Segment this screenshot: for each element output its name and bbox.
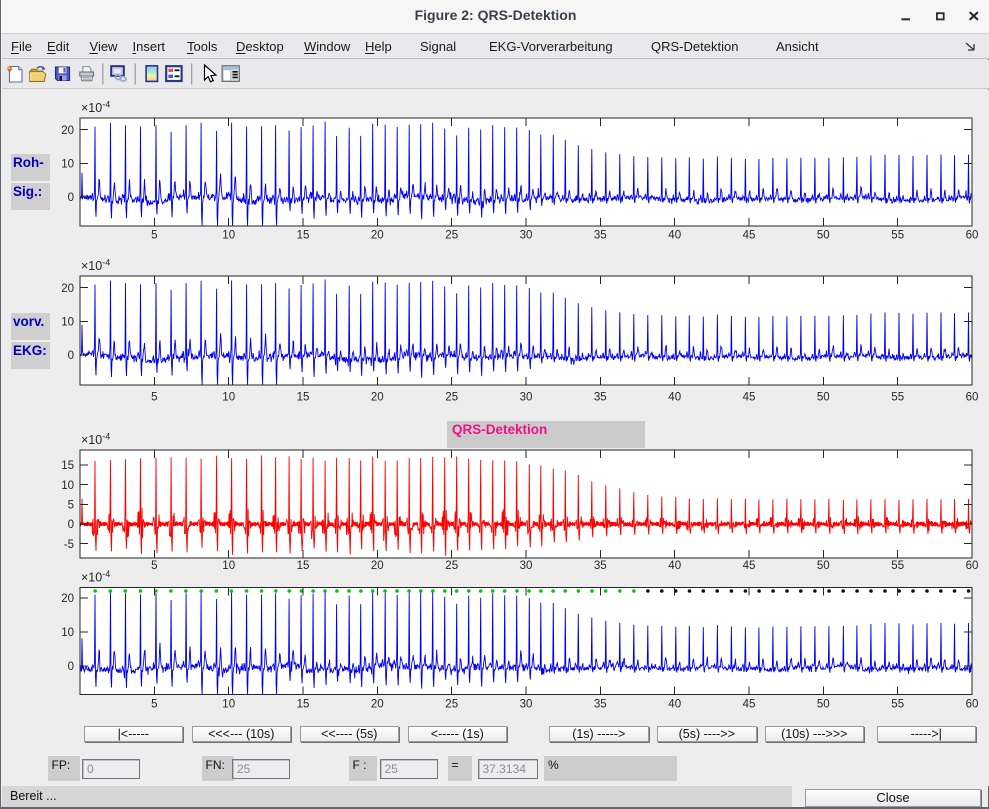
- svg-text:25: 25: [445, 699, 458, 711]
- svg-text:30: 30: [520, 699, 533, 711]
- svg-text:40: 40: [668, 392, 681, 404]
- svg-text:35: 35: [594, 230, 607, 242]
- svg-text:5: 5: [151, 230, 157, 242]
- svg-text:0: 0: [68, 519, 74, 531]
- svg-text:20: 20: [371, 392, 384, 404]
- svg-text:0: 0: [68, 350, 74, 362]
- svg-text:-5: -5: [64, 539, 74, 551]
- svg-text:60: 60: [966, 392, 979, 404]
- svg-text:×10-4: ×10-4: [81, 99, 110, 115]
- svg-text:0: 0: [68, 192, 74, 204]
- svg-text:45: 45: [743, 230, 756, 242]
- svg-text:5: 5: [151, 560, 157, 572]
- svg-text:15: 15: [297, 560, 310, 572]
- svg-text:25: 25: [445, 392, 458, 404]
- svg-text:×10-4: ×10-4: [81, 257, 110, 273]
- svg-text:0: 0: [68, 661, 74, 673]
- svg-text:5: 5: [68, 500, 74, 512]
- svg-text:50: 50: [817, 699, 830, 711]
- svg-text:55: 55: [891, 392, 904, 404]
- svg-text:5: 5: [151, 392, 157, 404]
- svg-text:15: 15: [297, 699, 310, 711]
- svg-text:40: 40: [668, 230, 681, 242]
- svg-text:55: 55: [891, 560, 904, 572]
- svg-text:×10-4: ×10-4: [81, 431, 110, 447]
- svg-text:10: 10: [61, 480, 74, 492]
- svg-text:60: 60: [966, 230, 979, 242]
- svg-text:20: 20: [61, 125, 74, 137]
- svg-text:10: 10: [222, 230, 235, 242]
- svg-text:10: 10: [61, 159, 74, 171]
- svg-text:25: 25: [445, 560, 458, 572]
- svg-text:40: 40: [668, 560, 681, 572]
- svg-text:20: 20: [61, 283, 74, 295]
- svg-text:20: 20: [61, 593, 74, 605]
- svg-text:35: 35: [594, 699, 607, 711]
- svg-text:45: 45: [743, 560, 756, 572]
- svg-text:10: 10: [61, 317, 74, 329]
- svg-text:35: 35: [594, 560, 607, 572]
- svg-text:15: 15: [297, 230, 310, 242]
- svg-text:45: 45: [743, 699, 756, 711]
- svg-text:50: 50: [817, 392, 830, 404]
- svg-text:10: 10: [222, 560, 235, 572]
- svg-text:35: 35: [594, 392, 607, 404]
- svg-text:10: 10: [222, 392, 235, 404]
- svg-text:45: 45: [743, 392, 756, 404]
- svg-text:55: 55: [891, 230, 904, 242]
- svg-text:20: 20: [371, 230, 384, 242]
- svg-text:10: 10: [61, 627, 74, 639]
- svg-text:10: 10: [222, 699, 235, 711]
- svg-text:60: 60: [966, 699, 979, 711]
- svg-text:×10-4: ×10-4: [81, 569, 110, 585]
- svg-text:50: 50: [817, 230, 830, 242]
- svg-text:40: 40: [668, 699, 681, 711]
- svg-text:50: 50: [817, 560, 830, 572]
- svg-text:5: 5: [151, 699, 157, 711]
- svg-text:30: 30: [520, 392, 533, 404]
- svg-text:15: 15: [61, 460, 74, 472]
- svg-text:20: 20: [371, 699, 384, 711]
- svg-text:25: 25: [445, 230, 458, 242]
- svg-text:15: 15: [297, 392, 310, 404]
- svg-text:30: 30: [520, 230, 533, 242]
- svg-text:55: 55: [891, 699, 904, 711]
- svg-text:30: 30: [520, 560, 533, 572]
- svg-text:20: 20: [371, 560, 384, 572]
- svg-text:60: 60: [966, 560, 979, 572]
